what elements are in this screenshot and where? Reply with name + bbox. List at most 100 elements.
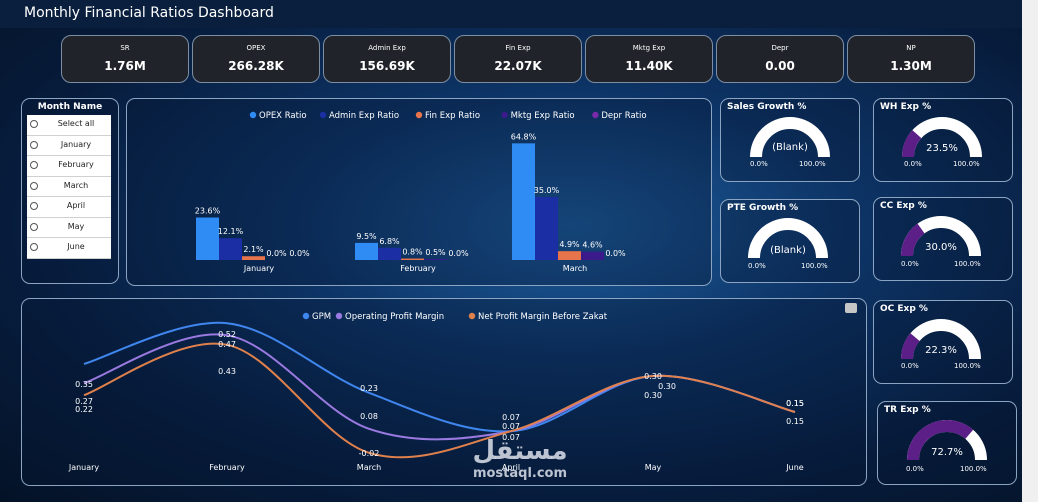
- gauge-max: 100.0%: [954, 260, 981, 268]
- line-data-label: 0.07: [502, 422, 520, 431]
- bar: [424, 259, 447, 260]
- line-data-label: 0.30: [644, 391, 662, 400]
- bar-data-label: 12.1%: [218, 227, 244, 236]
- line-data-label: 0.30: [644, 372, 662, 381]
- slicer-item-january[interactable]: January: [27, 136, 111, 156]
- kpi-label: NP: [906, 44, 916, 52]
- bar-data-label: 0.0%: [289, 249, 310, 258]
- bar: [581, 251, 604, 260]
- line-data-label: 0.35: [75, 380, 93, 389]
- kpi-card-fin-exp: Fin Exp 22.07K: [454, 35, 582, 83]
- kpi-value: 1.76M: [104, 59, 146, 73]
- kpi-label: Admin Exp: [368, 44, 406, 52]
- gauge-dial: [901, 319, 981, 360]
- gauge-min: 0.0%: [901, 260, 919, 268]
- bar: [512, 143, 535, 260]
- kpi-label: OPEX: [246, 44, 266, 52]
- slicer-title: Month Name: [37, 102, 103, 112]
- x-axis-tick-label: March: [563, 264, 587, 273]
- kpi-card-mktg-exp: Mktg Exp 11.40K: [585, 35, 713, 83]
- line-data-label: 0.43: [218, 367, 236, 376]
- gauge-value: 72.7%: [931, 447, 963, 458]
- slicer-item-april[interactable]: April: [27, 197, 111, 218]
- kpi-label: Depr: [771, 44, 789, 52]
- legend-label: Mktg Exp Ratio: [511, 111, 575, 121]
- kpi-card-sr: SR 1.76M: [61, 35, 189, 83]
- gauge-value: (Blank): [770, 245, 806, 256]
- x-axis-tick-label: May: [645, 463, 662, 472]
- slicer-item-label: March: [63, 180, 89, 190]
- gauge-track: [748, 218, 828, 259]
- kpi-card-np: NP 1.30M: [847, 35, 975, 83]
- slicer-item-june[interactable]: June: [27, 238, 111, 259]
- slicer-item-may[interactable]: May: [27, 218, 111, 238]
- slicer-item-february[interactable]: February: [27, 156, 111, 177]
- gauge-value: 23.5%: [926, 143, 958, 154]
- kpi-value: 0.00: [765, 59, 795, 73]
- bar-data-label: 0.0%: [266, 249, 287, 258]
- x-axis-tick-label: February: [400, 264, 436, 273]
- legend-swatch: [501, 111, 508, 119]
- gauge-max: 100.0%: [954, 362, 981, 370]
- slicer-item-label: Select all: [57, 119, 95, 128]
- gauge-dial: [750, 117, 830, 158]
- gauge-title: PTE Growth %: [727, 203, 799, 213]
- legend-label: OPEX Ratio: [259, 111, 307, 121]
- radio-icon: [30, 120, 38, 128]
- line-data-label: 0.47: [218, 340, 236, 349]
- line-data-label: 0.27: [75, 397, 93, 406]
- legend-label: Admin Exp Ratio: [329, 111, 399, 121]
- radio-icon: [30, 140, 38, 149]
- line-data-label: 0.23: [360, 384, 378, 393]
- kpi-card-admin-exp: Admin Exp 156.69K: [323, 35, 451, 83]
- radio-icon: [30, 202, 38, 210]
- legend-label: Operating Profit Margin: [345, 312, 444, 322]
- legend-swatch: [468, 312, 476, 320]
- gauge-track: [750, 117, 830, 158]
- line-data-label: 0.15: [786, 399, 804, 408]
- gauge-max: 100.0%: [801, 262, 828, 270]
- series-line: [83, 321, 796, 433]
- slicer-item-select-all[interactable]: Select all: [27, 115, 111, 136]
- legend-label: Fin Exp Ratio: [425, 111, 480, 121]
- legend-label: GPM: [312, 312, 331, 322]
- bar: [535, 197, 558, 260]
- vertical-scrollbar[interactable]: [1022, 0, 1038, 502]
- gauge-title: WH Exp %: [880, 102, 932, 112]
- radio-icon: [30, 222, 38, 231]
- kpi-card-opex: OPEX 266.28K: [192, 35, 320, 83]
- slicer-item-march[interactable]: March: [27, 177, 111, 197]
- x-axis-tick-label: January: [243, 264, 275, 273]
- slicer-item-label: February: [58, 160, 94, 169]
- kpi-value: 22.07K: [494, 59, 542, 73]
- bar: [355, 242, 378, 260]
- kpi-value: 156.69K: [359, 59, 415, 73]
- gauge-fill: [902, 130, 922, 158]
- gauge-dial: [748, 218, 828, 259]
- legend-swatch: [249, 111, 257, 119]
- gauge-wh-exp: WH Exp % 23.5% 0.0% 100.0%: [873, 98, 1013, 182]
- x-axis-tick-label: June: [785, 463, 804, 472]
- series-line: [83, 333, 796, 441]
- kpi-label: Fin Exp: [505, 44, 531, 52]
- gauge-max: 100.0%: [953, 160, 980, 168]
- watermark-arabic: مستقل: [472, 436, 568, 466]
- bar-data-label: 0.0%: [448, 249, 469, 258]
- slicer-item-label: May: [67, 221, 85, 231]
- gauge-max: 100.0%: [960, 465, 987, 473]
- gauge-tr-exp: TR Exp % 72.7% 0.0% 100.0%: [877, 401, 1017, 485]
- gauge-title: Sales Growth %: [727, 102, 807, 112]
- kpi-label: SR: [120, 44, 130, 52]
- slicer-item-label: January: [60, 139, 92, 149]
- expense-ratio-bar-chart: OPEX Ratio Admin Exp Ratio Fin Exp Ratio Mk…: [195, 111, 647, 273]
- gauge-min: 0.0%: [748, 262, 766, 270]
- gauge-title: OC Exp %: [880, 304, 928, 314]
- slicer-item-label: June: [67, 242, 85, 251]
- gauge-min: 0.0%: [904, 160, 922, 168]
- line-data-label: 0.22: [75, 405, 93, 414]
- gauge-value: (Blank): [772, 142, 808, 153]
- title-bar: Monthly Financial Ratios Dashboard: [0, 0, 1022, 28]
- focus-mode-icon[interactable]: [845, 303, 857, 313]
- line-data-label: 0.30: [658, 382, 676, 391]
- gauge-dial: [902, 117, 982, 158]
